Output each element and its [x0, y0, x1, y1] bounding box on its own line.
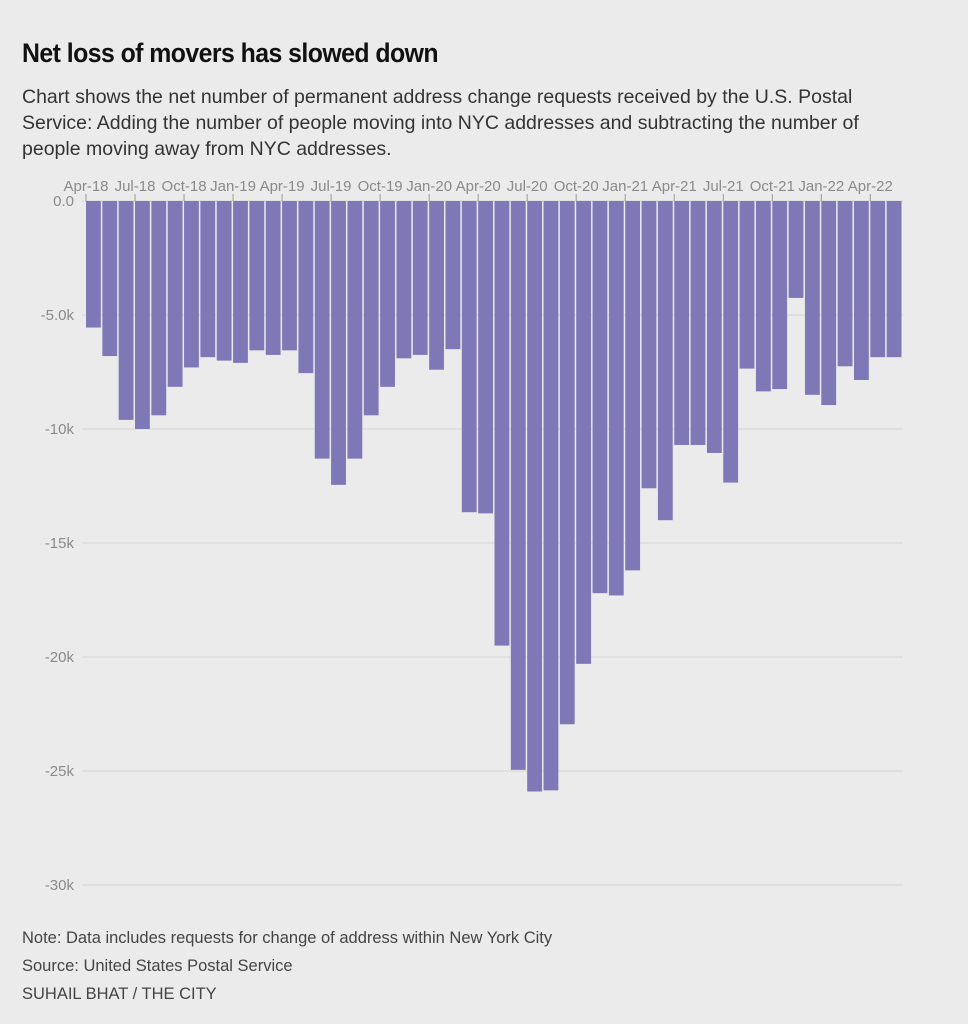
x-tick-label: Jan-22	[798, 178, 844, 195]
bar-Apr-18[interactable]	[86, 201, 101, 328]
bar-Apr-19[interactable]	[282, 201, 297, 350]
bar-Feb-22[interactable]	[838, 201, 853, 366]
bar-Oct-19[interactable]	[380, 201, 395, 387]
bar-Mar-19[interactable]	[266, 201, 281, 355]
bar-Sep-20[interactable]	[560, 201, 575, 724]
bar-May-19[interactable]	[298, 201, 313, 373]
x-tick-label: Oct-18	[162, 178, 207, 195]
bar-Dec-19[interactable]	[413, 201, 428, 355]
bar-Aug-21[interactable]	[740, 201, 755, 369]
bar-Jan-19[interactable]	[233, 201, 248, 363]
bar-Mar-20[interactable]	[462, 201, 477, 512]
bars	[86, 201, 902, 792]
x-tick-label: Apr-20	[456, 178, 501, 195]
y-tick-label: -25k	[45, 763, 75, 780]
bar-Jul-21[interactable]	[723, 201, 738, 483]
y-tick-label: -15k	[45, 535, 75, 552]
bar-Aug-19[interactable]	[347, 201, 362, 459]
x-tick-label: Jan-21	[602, 178, 648, 195]
bar-Apr-22[interactable]	[870, 201, 885, 357]
bar-Apr-20[interactable]	[478, 201, 493, 513]
bar-Oct-21[interactable]	[772, 201, 787, 389]
bar-Jul-20[interactable]	[527, 201, 542, 792]
bar-Sep-18[interactable]	[168, 201, 183, 387]
bar-Oct-20[interactable]	[576, 201, 591, 664]
x-tick-label: Apr-22	[848, 178, 893, 195]
bar-May-18[interactable]	[102, 201, 117, 356]
y-tick-label: -20k	[45, 649, 75, 666]
bar-May-20[interactable]	[495, 201, 510, 646]
bar-Sep-21[interactable]	[756, 201, 771, 391]
bar-Mar-21[interactable]	[658, 201, 673, 520]
bar-Jul-19[interactable]	[331, 201, 346, 485]
bar-Oct-18[interactable]	[184, 201, 199, 367]
x-tick-label: Oct-20	[554, 178, 599, 195]
bar-Jan-20[interactable]	[429, 201, 444, 370]
bar-Dec-20[interactable]	[609, 201, 624, 595]
chart-source: Source: United States Postal Service	[22, 957, 293, 976]
bar-Jun-20[interactable]	[511, 201, 526, 770]
bar-May-22[interactable]	[887, 201, 902, 357]
bar-Apr-21[interactable]	[674, 201, 689, 445]
bar-Jun-19[interactable]	[315, 201, 330, 459]
bar-Nov-19[interactable]	[396, 201, 411, 358]
x-tick-label: Apr-18	[63, 178, 108, 195]
x-axis-ticks: Apr-18 Jul-18 Oct-18 Jan-19 Apr-19 Jul-19 Oct-…	[63, 178, 892, 201]
bar-chart: 0.0 -5.0k -10k -15k -20k -25k -30k Apr-18 Jul-1…	[0, 0, 968, 910]
y-axis-ticks: 0.0 -5.0k -10k -15k -20k -25k -30k	[41, 193, 75, 894]
x-tick-label: Oct-21	[750, 178, 795, 195]
bar-Sep-19[interactable]	[364, 201, 379, 415]
x-tick-label: Oct-19	[358, 178, 403, 195]
bar-Mar-22[interactable]	[854, 201, 869, 380]
bar-Aug-18[interactable]	[151, 201, 166, 415]
y-tick-label: -5.0k	[41, 307, 75, 324]
bar-Jun-21[interactable]	[707, 201, 722, 453]
x-tick-label: Jul-18	[115, 178, 156, 195]
x-tick-label: Jan-19	[210, 178, 256, 195]
bar-Feb-19[interactable]	[249, 201, 264, 350]
bar-Dec-21[interactable]	[805, 201, 820, 395]
x-tick-label: Jul-19	[311, 178, 352, 195]
x-tick-label: Apr-21	[652, 178, 697, 195]
y-tick-label: -10k	[45, 421, 75, 438]
bar-Jul-18[interactable]	[135, 201, 150, 429]
bar-Nov-18[interactable]	[200, 201, 215, 357]
bar-Jan-21[interactable]	[625, 201, 640, 570]
y-tick-label: -30k	[45, 877, 75, 894]
bar-Nov-21[interactable]	[789, 201, 804, 298]
x-tick-label: Apr-19	[260, 178, 305, 195]
bar-Dec-18[interactable]	[217, 201, 232, 361]
x-tick-label: Jan-20	[406, 178, 452, 195]
bar-Nov-20[interactable]	[593, 201, 608, 593]
chart-credit: SUHAIL BHAT / THE CITY	[22, 985, 217, 1004]
bar-Feb-21[interactable]	[642, 201, 657, 488]
x-tick-label: Jul-21	[703, 178, 744, 195]
bar-Aug-20[interactable]	[544, 201, 559, 790]
x-tick-label: Jul-20	[507, 178, 548, 195]
y-tick-label: 0.0	[53, 193, 74, 210]
chart-note: Note: Data includes requests for change …	[22, 929, 552, 948]
bar-Jun-18[interactable]	[119, 201, 134, 420]
bar-May-21[interactable]	[691, 201, 706, 445]
bar-Jan-22[interactable]	[821, 201, 836, 405]
bar-Feb-20[interactable]	[445, 201, 460, 349]
